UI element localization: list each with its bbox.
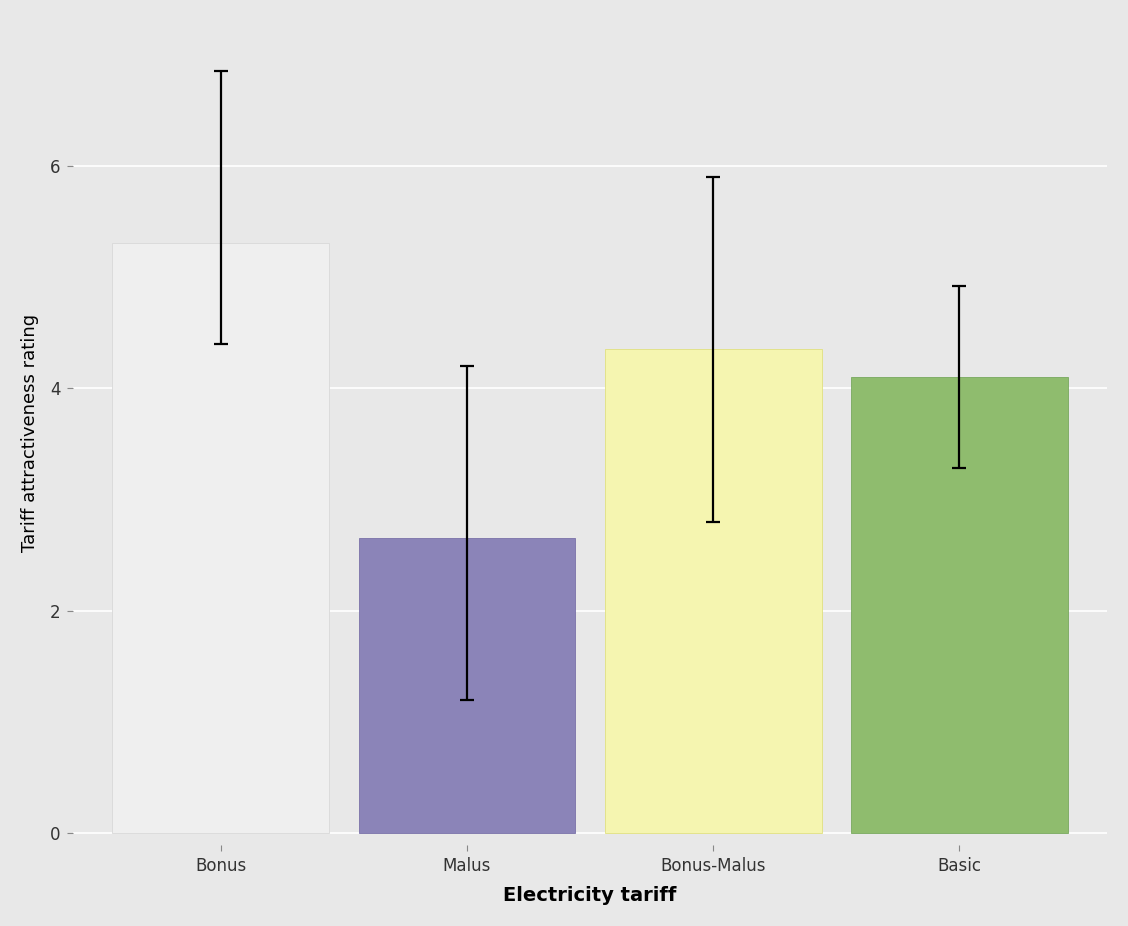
Bar	[605, 349, 821, 833]
Bar	[113, 244, 329, 833]
Bar	[359, 538, 575, 833]
Bar	[852, 377, 1068, 833]
Y-axis label: Tariff attractiveness rating: Tariff attractiveness rating	[20, 314, 38, 552]
X-axis label: Electricity tariff: Electricity tariff	[503, 886, 677, 906]
